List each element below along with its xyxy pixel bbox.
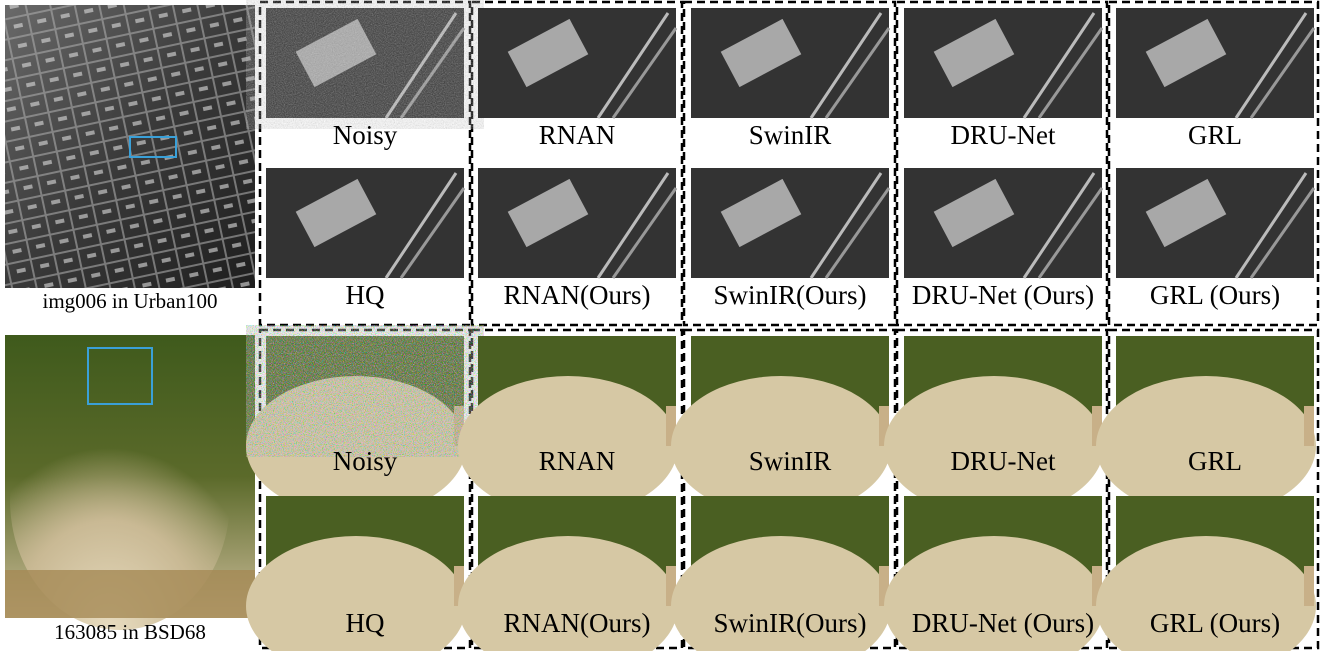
patch (246, 336, 466, 516)
method-label: DRU-Net (Ours) (912, 608, 1094, 638)
source-bird (5, 335, 255, 630)
patch-bg (1116, 8, 1314, 118)
method-label: Noisy (333, 120, 398, 150)
patch (691, 8, 889, 118)
method-label: GRL (Ours) (1150, 280, 1280, 310)
method-label: DRU-Net (951, 446, 1056, 476)
source-caption: 163085 in BSD68 (54, 620, 206, 644)
patch-bg (691, 8, 889, 118)
method-label: RNAN(Ours) (504, 608, 651, 638)
patch (266, 8, 464, 118)
method-label: DRU-Net (Ours) (912, 280, 1094, 310)
method-label: SwinIR (749, 120, 832, 150)
patch-bg (478, 8, 676, 118)
method-label: SwinIR(Ours) (714, 280, 867, 310)
patch (266, 168, 464, 278)
patch-bg (1116, 168, 1314, 278)
twig (1304, 566, 1314, 606)
patch (884, 336, 1104, 516)
noise (266, 8, 464, 118)
patch-bg (691, 168, 889, 278)
patch (1116, 168, 1314, 278)
method-label: RNAN(Ours) (504, 280, 651, 310)
patch (671, 336, 891, 516)
patch (458, 336, 678, 516)
patch-bg (904, 8, 1102, 118)
patch (691, 168, 889, 278)
method-label: HQ (346, 280, 385, 310)
patch-bg (904, 168, 1102, 278)
method-label: RNAN (539, 120, 616, 150)
patch (478, 168, 676, 278)
patch (478, 8, 676, 118)
method-label: DRU-Net (951, 120, 1056, 150)
twig (1304, 406, 1314, 446)
method-label: GRL (1188, 120, 1242, 150)
figure: img006 in Urban100 163085 in BSD68 Noisy… (0, 0, 1322, 651)
method-label: GRL (1188, 446, 1242, 476)
source-caption: img006 in Urban100 (43, 289, 218, 313)
source-urban (5, 5, 255, 288)
method-label: GRL (Ours) (1150, 608, 1280, 638)
method-label: SwinIR (749, 446, 832, 476)
patch-bg (478, 168, 676, 278)
method-label: Noisy (333, 446, 398, 476)
method-label: RNAN (539, 446, 616, 476)
noise (266, 336, 464, 446)
patch (1096, 336, 1316, 516)
patch (904, 168, 1102, 278)
patch (904, 8, 1102, 118)
patch (1116, 8, 1314, 118)
method-label: HQ (346, 608, 385, 638)
method-label: SwinIR(Ours) (714, 608, 867, 638)
patch-bg (266, 168, 464, 278)
